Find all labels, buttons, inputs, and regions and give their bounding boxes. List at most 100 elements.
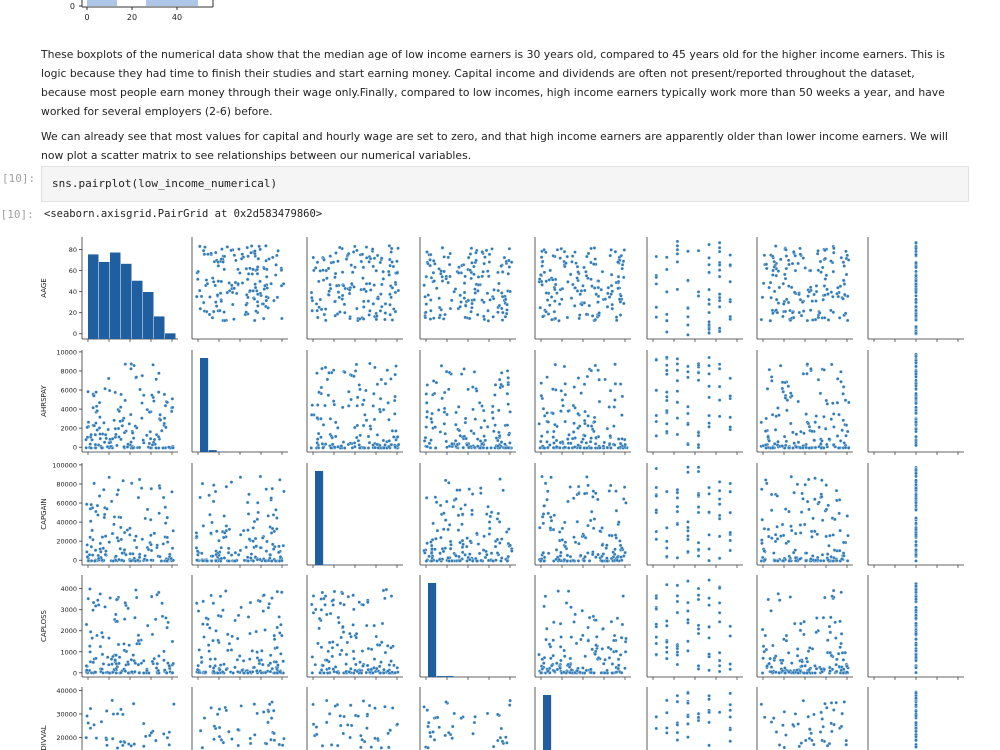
scatter-point <box>220 247 224 251</box>
code-cell[interactable]: sns.pairplot(low_income_numerical) <box>41 166 969 202</box>
scatter-point <box>246 254 250 258</box>
scatter-point <box>654 606 659 611</box>
scatter-point <box>354 632 359 636</box>
scatter-point <box>456 271 461 275</box>
scatter-point <box>212 483 216 487</box>
scatter-point <box>539 279 544 284</box>
scatter-point <box>774 654 778 658</box>
scatter-point <box>162 732 166 736</box>
scatter-point <box>503 297 508 302</box>
scatter-point <box>127 742 131 746</box>
scatter-point <box>492 288 496 292</box>
scatter-point <box>844 256 849 261</box>
scatter-point <box>696 363 701 368</box>
scatter-point <box>230 634 234 639</box>
scatter-point <box>224 524 229 528</box>
scatter-point <box>123 362 128 366</box>
hist-bar <box>143 292 154 339</box>
scatter-point <box>316 431 321 436</box>
scatter-point <box>265 539 269 544</box>
scatter-point <box>567 433 571 437</box>
scatter-point <box>488 526 492 531</box>
scatter-point <box>360 649 365 653</box>
scatter-point <box>763 478 768 482</box>
scatter-point <box>361 276 365 280</box>
scatter-point <box>784 266 789 271</box>
scatter-point <box>396 246 400 251</box>
scatter-point <box>495 537 500 542</box>
scatter-point <box>505 308 509 312</box>
scatter-point <box>841 385 846 389</box>
scatter-point <box>542 248 546 252</box>
scatter-point <box>793 712 798 716</box>
scatter-point <box>472 370 477 374</box>
scatter-point <box>806 715 811 719</box>
scatter-point <box>686 442 690 447</box>
scatter-point <box>544 291 549 295</box>
code-line[interactable]: sns.pairplot(low_income_numerical) <box>52 177 278 190</box>
scatter-point <box>98 592 102 596</box>
scatter-point <box>219 545 223 550</box>
scatter-point <box>835 558 839 563</box>
scatter-point <box>378 260 383 265</box>
scatter-point <box>353 425 357 430</box>
scatter-point <box>717 513 722 518</box>
scatter-point <box>807 667 812 672</box>
scatter-point <box>257 658 262 663</box>
scatter-point <box>102 515 107 520</box>
scatter-point <box>844 249 848 254</box>
scatter-point <box>101 671 105 675</box>
scatter-point <box>728 715 732 719</box>
scatter-point <box>147 410 152 414</box>
scatter-point <box>665 582 669 587</box>
scatter-point <box>145 623 150 628</box>
scatter-point <box>349 263 353 267</box>
scatter-point <box>707 331 711 335</box>
scatter-point <box>435 528 440 533</box>
scatter-point <box>717 329 722 334</box>
scatter-point <box>914 637 918 641</box>
scatter-point <box>537 652 541 657</box>
scatter-point <box>366 600 370 604</box>
scatter-point <box>426 261 430 266</box>
scatter-point <box>121 743 125 748</box>
scatter-point <box>545 375 549 379</box>
scatter-point <box>765 481 769 486</box>
scatter-point <box>717 398 722 402</box>
scatter-point <box>379 292 383 296</box>
scatter-point <box>539 273 543 277</box>
scatter-point <box>778 257 783 262</box>
scatter-point <box>824 398 829 403</box>
scatter-point <box>760 487 764 491</box>
scatter-point <box>100 652 105 657</box>
scatter-point <box>594 643 598 647</box>
scatter-point <box>392 435 396 439</box>
scatter-point <box>544 279 548 283</box>
scatter-point <box>130 446 135 450</box>
scatter-point <box>323 403 327 408</box>
scatter-point <box>124 649 129 654</box>
scatter-point <box>675 432 680 437</box>
scatter-point <box>686 621 690 625</box>
scatter-point <box>844 742 848 747</box>
scatter-point <box>832 425 836 429</box>
scatter-point <box>834 636 838 640</box>
scatter-point <box>344 662 348 666</box>
scatter-point <box>838 528 842 533</box>
scatter-point <box>665 395 669 399</box>
scatter-point <box>99 446 104 450</box>
scatter-point <box>665 656 669 661</box>
scatter-point <box>914 313 918 318</box>
scatter-point <box>233 618 237 623</box>
scatter-point <box>505 369 510 373</box>
scatter-point <box>316 403 320 407</box>
scatter-point <box>820 717 824 721</box>
scatter-point <box>207 493 211 498</box>
scatter-point <box>797 744 802 749</box>
scatter-point <box>352 607 356 612</box>
scatter-point <box>769 295 773 300</box>
scatter-point <box>486 308 490 313</box>
scatter-point <box>341 440 346 444</box>
scatter-point <box>387 273 391 277</box>
scatter-point <box>466 298 471 303</box>
